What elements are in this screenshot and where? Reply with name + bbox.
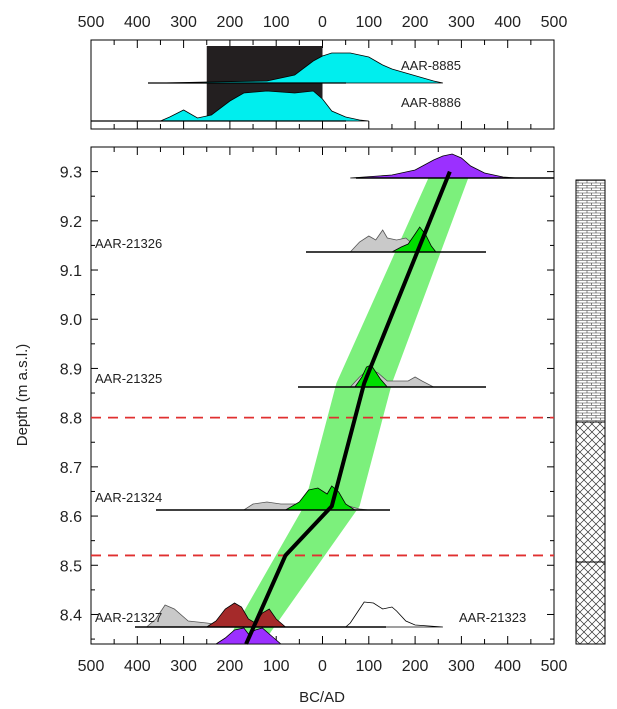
y-axis-label: Depth (m a.s.l.)	[14, 344, 31, 447]
aar-21323-distribution	[344, 601, 443, 628]
label-aar-21327: AAR-21327	[95, 610, 162, 625]
y-tick-label: 8.6	[60, 509, 82, 526]
y-tick-label: 8.5	[60, 558, 82, 575]
label-aar-21324: AAR-21324	[95, 490, 162, 505]
y-tick-label: 8.9	[60, 361, 82, 378]
label-aar-21325: AAR-21325	[95, 371, 162, 386]
label-aar-21326: AAR-21326	[95, 236, 162, 251]
lithology-column	[575, 179, 606, 645]
x-tick-label: 400	[124, 14, 151, 31]
purple-distribution-top	[350, 153, 517, 179]
y-tick-label: 9.3	[60, 165, 82, 182]
x-tick-label: 300	[448, 658, 475, 675]
label-aar-21323: AAR-21323	[459, 610, 526, 625]
x-tick-labels: 500 400 300 200 100 0 100 200 300 400 500	[78, 658, 568, 675]
top-axis-ticks	[90, 40, 555, 129]
main-y-ticks	[91, 146, 554, 640]
x-tick-label: 500	[78, 658, 105, 675]
aar-21326-distribution	[391, 226, 437, 253]
x-tick-label: 100	[355, 658, 382, 675]
x-axis-label: BC/AD	[299, 689, 345, 706]
y-tick-label: 9.0	[60, 312, 82, 329]
label-aar-8886: AAR-8886	[401, 95, 461, 110]
x-tick-label: 200	[402, 658, 429, 675]
y-tick-label: 8.7	[60, 460, 82, 477]
y-tick-label: 8.4	[60, 607, 82, 624]
x-tick-label: 400	[494, 658, 521, 675]
y-tick-label: 9.2	[60, 214, 82, 231]
age-model-line	[244, 170, 452, 645]
main-panel: 8.4 8.5 8.6 8.7 8.8 8.9 9.0 9.1 9.2 9.3 500 400 300…	[14, 146, 568, 706]
x-tick-label: 500	[541, 658, 568, 675]
x-tick-label: 200	[217, 658, 244, 675]
aar-8886-distribution	[160, 90, 369, 122]
x-tick-label: 300	[170, 14, 197, 31]
x-tick-label: 200	[217, 14, 244, 31]
x-tick-label: 400	[124, 658, 151, 675]
age-model-envelope	[225, 171, 471, 645]
x-tick-label: 100	[263, 658, 290, 675]
x-tick-label: 300	[170, 658, 197, 675]
lithology-middle-unit	[575, 421, 606, 563]
x-tick-label: 0	[318, 14, 327, 31]
y-tick-labels: 8.4 8.5 8.6 8.7 8.8 8.9 9.0 9.1 9.2 9.3	[60, 165, 82, 625]
x-tick-label: 100	[263, 14, 290, 31]
label-aar-8885: AAR-8885	[401, 58, 461, 73]
aar-21327-distribution	[205, 602, 287, 628]
x-tick-label: 500	[78, 14, 105, 31]
x-tick-label: 500	[541, 14, 568, 31]
lithology-lower-unit	[575, 561, 606, 645]
top-axis-tick-labels: 500 400 300 200 100 0 100 200 300 400 500	[78, 14, 568, 31]
top-panel: 500 400 300 200 100 0 100 200 300 400 500 AAR-8885…	[78, 14, 568, 130]
x-tick-label: 100	[355, 14, 382, 31]
y-tick-label: 8.8	[60, 411, 82, 428]
aar-8885-distribution	[160, 52, 443, 84]
x-tick-label: 400	[494, 14, 521, 31]
main-panel-frame	[90, 146, 555, 645]
lithology-upper-unit	[575, 179, 606, 423]
x-tick-label: 0	[318, 658, 327, 675]
main-x-ticks	[90, 147, 555, 644]
y-tick-label: 9.1	[60, 263, 82, 280]
x-tick-label: 300	[448, 14, 475, 31]
x-tick-label: 200	[402, 14, 429, 31]
